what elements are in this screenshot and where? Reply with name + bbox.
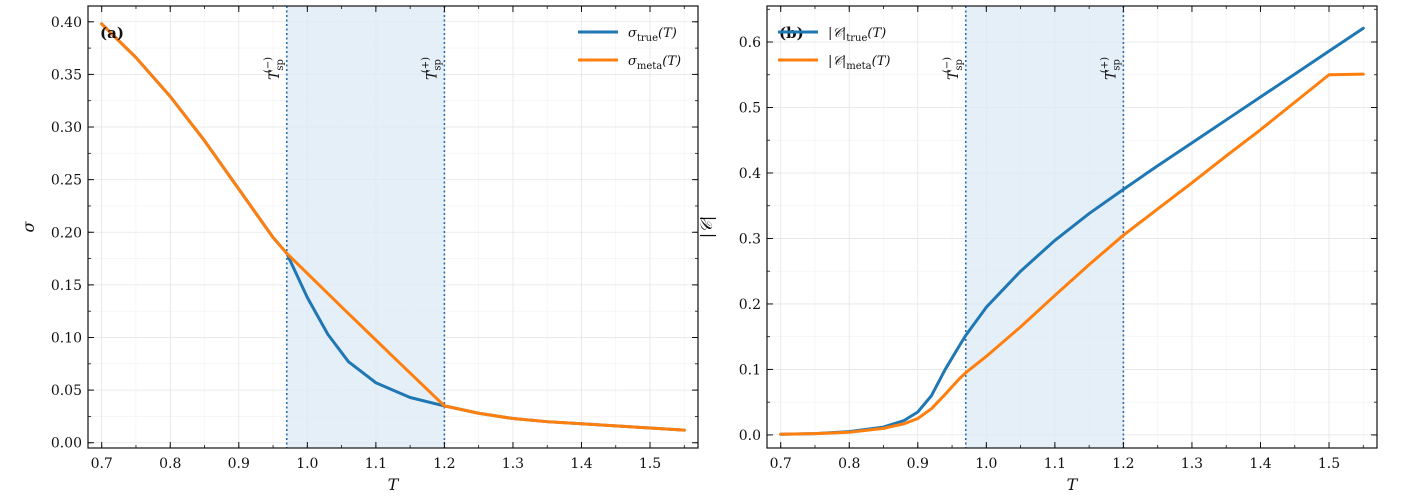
- x-tick-label: 1.4: [1249, 456, 1271, 472]
- x-tick-label: 0.7: [770, 456, 792, 472]
- y-tick-label: 0.0: [739, 428, 761, 444]
- y-tick-label: 0.1: [739, 362, 761, 378]
- x-tick-label: 0.8: [159, 456, 181, 472]
- y-tick-label: 0.20: [51, 225, 82, 241]
- legend-label-true: |𝒞|true(T): [828, 26, 886, 44]
- y-tick-label: 0.10: [51, 331, 82, 347]
- spinodal-label: Tsp(−): [942, 57, 965, 80]
- x-tick-label: 1.1: [365, 456, 387, 472]
- x-tick-label: 0.9: [228, 456, 250, 472]
- x-tick-label: 1.2: [433, 456, 455, 472]
- x-tick-label: 1.3: [502, 456, 524, 472]
- x-tick-label: 1.1: [1044, 456, 1066, 472]
- x-tick-label: 0.8: [838, 456, 860, 472]
- x-tick-label: 0.7: [91, 456, 113, 472]
- y-tick-label: 0.6: [739, 35, 761, 51]
- y-tick-label: 0.15: [51, 278, 82, 294]
- series-line-meta: [779, 72, 1365, 436]
- legend-label-meta: |𝒞|meta(T): [828, 54, 890, 72]
- x-tick-label: 1.2: [1112, 456, 1134, 472]
- x-tick-label: 1.0: [975, 456, 997, 472]
- y-tick-label: 0.30: [51, 120, 82, 136]
- x-axis-label: T: [388, 475, 400, 494]
- y-tick-label: 0.40: [51, 15, 82, 31]
- y-tick-label: 0.2: [739, 297, 761, 313]
- panel-a: Tsp(−) Tsp(+) 0.7 0.8 0.9 1.0 1.1 1.2 1.3 1.4 1.5 0…: [19, 5, 699, 494]
- legend-label-true: σtrue(T): [628, 26, 677, 44]
- series-line-true: [779, 26, 1365, 436]
- y-tick-label: 0.4: [739, 166, 761, 182]
- x-axis-label: T: [1067, 475, 1079, 494]
- y-axis-label: |𝒞|: [697, 216, 716, 238]
- y-tick-label: 0.5: [739, 100, 761, 116]
- y-tick-label: 0.25: [51, 173, 82, 189]
- spinodal-label: Tsp(−): [263, 57, 286, 80]
- x-tick-label: 1.3: [1181, 456, 1203, 472]
- plot-frame: [87, 5, 699, 449]
- panel-label: (a): [100, 24, 124, 42]
- y-tick-label: 0.00: [51, 436, 82, 452]
- spinodal-label: Tsp(+): [420, 57, 443, 80]
- legend-label-meta: σmeta(T): [628, 54, 681, 72]
- series-line-meta: [100, 22, 686, 432]
- y-tick-label: 0.05: [51, 383, 82, 399]
- plot-frame: [766, 5, 1378, 449]
- x-tick-label: 1.5: [1318, 456, 1340, 472]
- y-tick-label: 0.3: [739, 231, 761, 247]
- y-axis-label: σ: [19, 220, 38, 232]
- x-tick-label: 1.4: [570, 456, 592, 472]
- x-tick-label: 1.5: [639, 456, 661, 472]
- panel-b: Tsp(−) Tsp(+) 0.7 0.8 0.9 1.0 1.1 1.2 1.3 1.4 1.5 0…: [697, 5, 1378, 494]
- y-tick-label: 0.35: [51, 67, 82, 83]
- x-tick-label: 0.9: [907, 456, 929, 472]
- spinodal-label: Tsp(+): [1099, 57, 1122, 80]
- x-tick-label: 1.0: [296, 456, 318, 472]
- spinodal-shaded-region: [965, 6, 1124, 448]
